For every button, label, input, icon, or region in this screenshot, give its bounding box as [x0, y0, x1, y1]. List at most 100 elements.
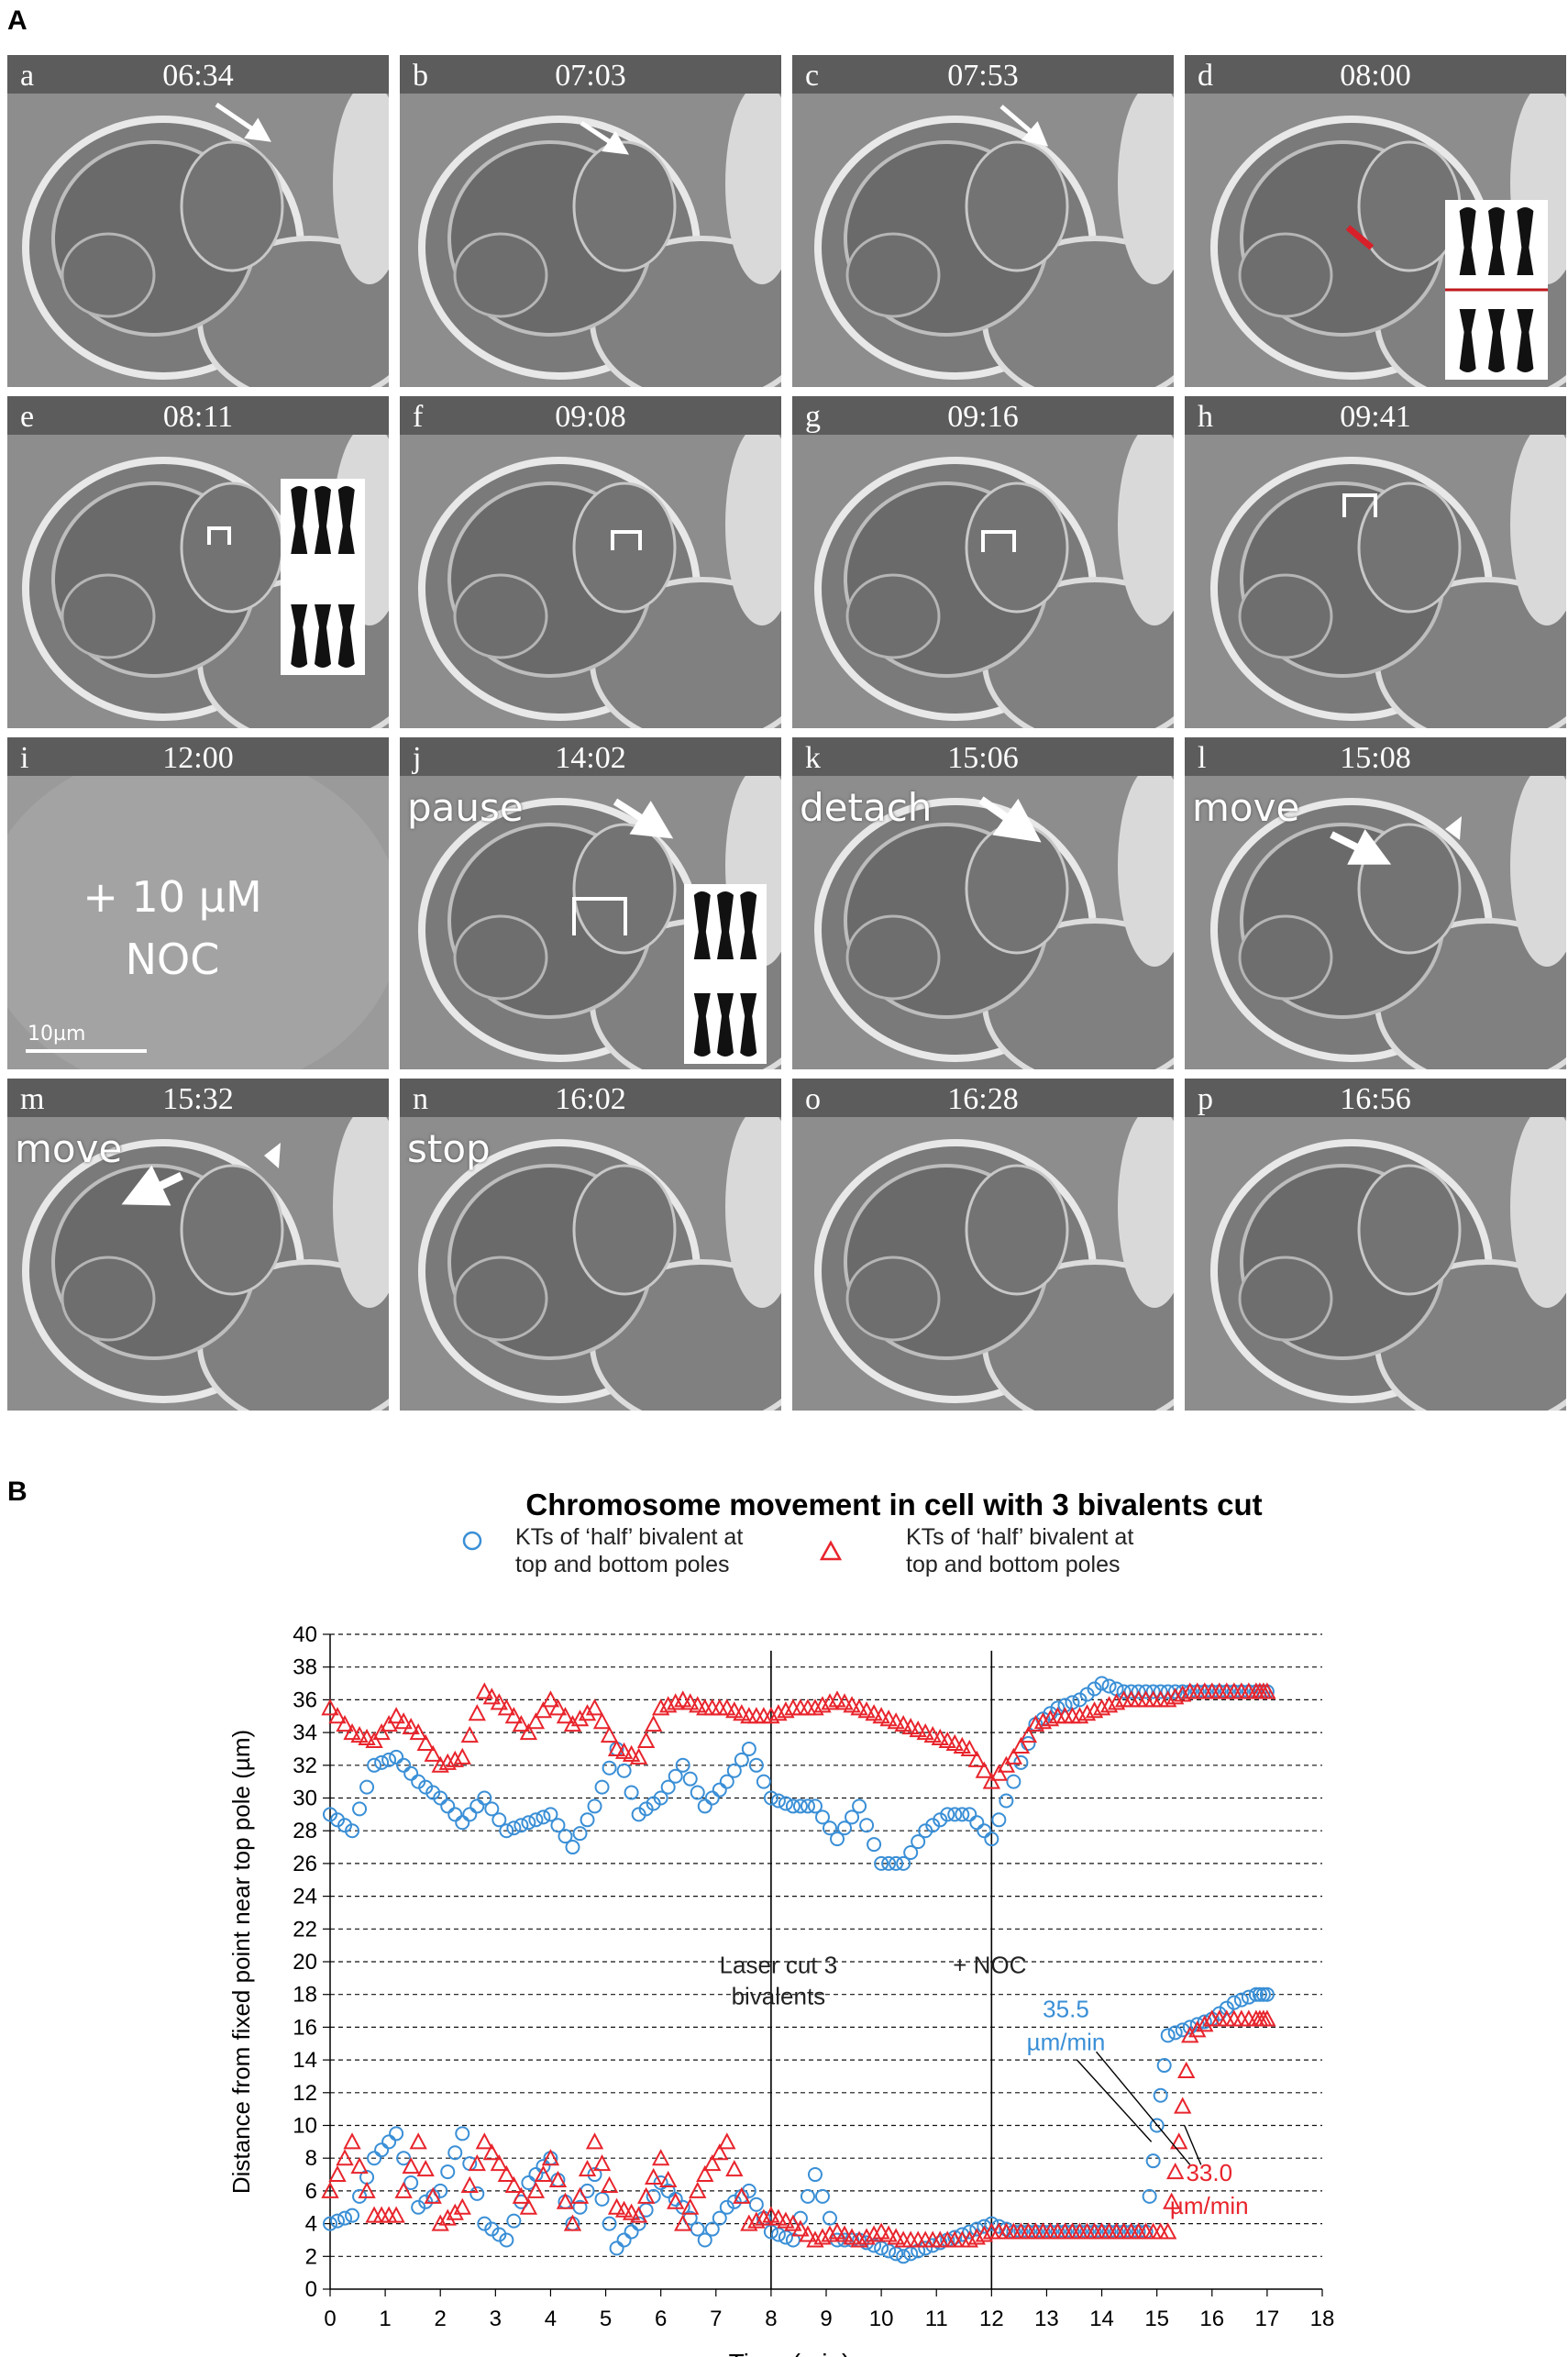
frame-letter: i — [20, 741, 29, 775]
data-point-circle — [668, 1768, 683, 1784]
data-point-triangle — [402, 2157, 420, 2174]
data-point-triangle — [887, 2228, 905, 2245]
data-point-triangle — [733, 2186, 751, 2204]
data-point-circle — [345, 1823, 360, 1839]
chromosome-shape — [291, 604, 308, 668]
data-point-triangle — [402, 1718, 420, 1735]
data-point-circle — [814, 2188, 830, 2204]
data-point-triangle — [1099, 1696, 1119, 1713]
data-point-triangle — [394, 2181, 413, 2198]
data-point-triangle — [350, 2157, 369, 2174]
data-point-triangle — [1163, 2192, 1181, 2209]
data-point-triangle — [828, 1690, 846, 1708]
data-point-triangle — [850, 1699, 868, 1716]
data-point-circle — [506, 1820, 522, 1836]
data-point-triangle — [725, 1701, 744, 1719]
frame-header-bar — [1185, 737, 1566, 776]
data-point-circle — [697, 1798, 712, 1814]
event-label-line-1: Laser cut 3 — [720, 1951, 838, 1978]
treatment-label: + 10 µM NOC — [7, 866, 337, 990]
frame-annotations — [580, 120, 629, 155]
frame-header-bar — [7, 737, 389, 776]
data-point-circle — [770, 1793, 786, 1809]
data-point-triangle — [321, 2181, 339, 2198]
bracket-marker — [1342, 493, 1377, 517]
data-point-circle — [712, 1782, 727, 1798]
arrowhead — [1347, 829, 1392, 865]
legend-label-line-2: top and bottom poles — [906, 1552, 1121, 1577]
data-point-triangle — [821, 2225, 839, 2242]
data-point-circle — [889, 1855, 904, 1871]
data-point-circle — [1153, 1684, 1168, 1699]
data-point-circle — [785, 2232, 801, 2248]
arrowhead — [121, 1165, 171, 1206]
data-point-triangle — [1166, 2162, 1185, 2180]
x-tick-label: 1 — [379, 2307, 391, 2331]
data-point-triangle — [526, 2181, 546, 2198]
data-point-triangle — [409, 2132, 427, 2150]
data-point-circle — [1160, 2028, 1176, 2043]
data-point-triangle — [1085, 1701, 1104, 1719]
treatment-line-1: + 10 µM — [83, 872, 262, 922]
frame-m: m 15:32 move — [7, 1079, 389, 1411]
data-point-circle — [455, 2126, 470, 2141]
frame-annotations — [978, 796, 1042, 843]
x-tick-label: 17 — [1255, 2307, 1280, 2331]
data-point-circle — [697, 2232, 712, 2248]
data-point-triangle — [556, 2192, 575, 2209]
data-point-circle — [572, 1826, 588, 1842]
data-point-triangle — [336, 1715, 354, 1732]
data-point-circle — [1252, 1986, 1267, 2002]
data-point-circle — [345, 2208, 360, 2223]
data-point-circle — [837, 1820, 853, 1836]
data-point-triangle — [343, 1722, 361, 1741]
data-point-triangle — [1174, 1685, 1192, 1702]
data-point-triangle — [629, 1747, 648, 1765]
data-point-triangle — [644, 2167, 663, 2185]
frame-n: n 16:02 stop — [400, 1079, 781, 1411]
x-tick-label: 3 — [490, 2307, 502, 2331]
y-tick-label: 16 — [293, 2015, 317, 2040]
data-point-circle — [1259, 1986, 1275, 2002]
y-tick-label: 14 — [293, 2048, 317, 2073]
arrowhead — [629, 801, 674, 839]
data-point-circle — [506, 2213, 522, 2229]
data-point-circle — [1123, 1684, 1139, 1699]
data-point-circle — [594, 2191, 610, 2207]
frame-letter: a — [20, 59, 35, 93]
frame-annotations — [981, 530, 1016, 552]
data-point-triangle — [585, 2132, 604, 2150]
data-point-circle — [631, 2216, 646, 2231]
data-point-circle — [1226, 1995, 1242, 2010]
bracket-marker — [611, 530, 642, 550]
data-point-triangle — [967, 1750, 986, 1767]
data-point-triangle — [1174, 2097, 1192, 2114]
data-point-triangle — [1107, 1693, 1126, 1710]
chromosome-shape — [1488, 309, 1505, 372]
frame-timestamp: 07:53 — [947, 59, 1019, 93]
arrowhead — [1021, 121, 1049, 147]
frame-e: e 08:11 — [7, 396, 389, 728]
data-point-triangle — [424, 2186, 442, 2204]
legend-label-line-2: top and bottom poles — [515, 1552, 730, 1577]
frame-a: a 06:34 — [7, 55, 389, 387]
data-point-triangle — [865, 2225, 883, 2242]
frame-letter: c — [805, 59, 820, 93]
data-point-circle — [741, 1741, 756, 1756]
data-point-triangle — [806, 2230, 824, 2248]
frame-o: o 16:28 — [792, 1079, 1174, 1411]
data-point-circle — [823, 2210, 838, 2226]
y-tick-label: 30 — [293, 1787, 317, 1811]
frame-timestamp: 09:16 — [947, 400, 1019, 434]
x-tick-label: 15 — [1144, 2307, 1169, 2331]
frame-letter: g — [805, 400, 821, 434]
data-point-triangle — [703, 2154, 722, 2172]
frame-header-bar — [1185, 396, 1566, 435]
data-point-triangle — [1026, 1715, 1045, 1732]
data-point-circle — [602, 1760, 617, 1776]
x-tick-label: 18 — [1310, 2307, 1335, 2331]
data-point-circle — [1101, 1678, 1117, 1694]
y-tick-label: 18 — [293, 1983, 317, 2008]
frame-letter: p — [1198, 1082, 1213, 1116]
data-point-circle — [594, 1779, 610, 1795]
